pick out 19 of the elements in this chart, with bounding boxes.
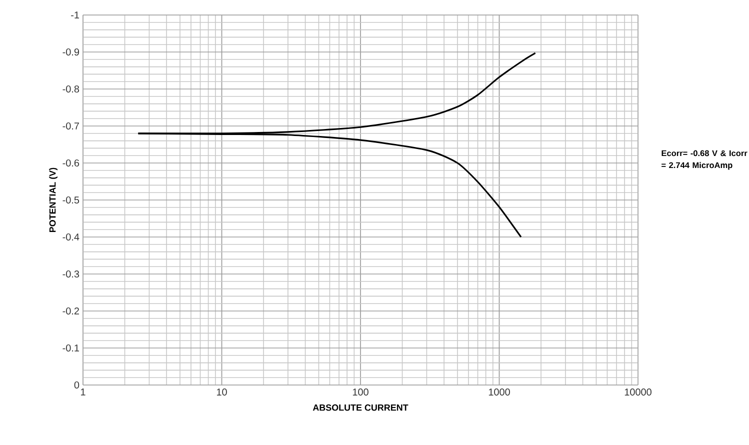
y-tick-label: -0.4	[62, 233, 80, 241]
y-tick-label: -1	[71, 12, 79, 18]
y-tick-label: -0.2	[62, 307, 79, 315]
x-axis-title: ABSOLUTE CURRENT	[312, 404, 408, 411]
x-tick-label: 1000	[488, 388, 510, 396]
y-tick-label: -0.6	[62, 159, 80, 167]
x-tick-label: 10000	[624, 388, 652, 396]
y-tick-label: -0.3	[62, 270, 80, 278]
x-tick-label: 10	[216, 388, 227, 396]
y-tick-label: -0.8	[62, 85, 80, 93]
y-tick-label: -0.7	[62, 122, 79, 130]
y-axis-title: POTENTIAL (V)	[49, 168, 58, 232]
y-tick-label: -0.1	[62, 344, 79, 352]
y-tick-label: -0.5	[62, 196, 80, 204]
y-tick-label: -0.9	[62, 48, 80, 56]
text: Ecorr= -0.68 V & Icorr = 2.744 MicroAmp	[662, 150, 748, 170]
x-tick-label: 1	[80, 388, 86, 396]
y-tick-label: 0	[74, 381, 80, 389]
x-tick-label: 100	[352, 388, 368, 396]
